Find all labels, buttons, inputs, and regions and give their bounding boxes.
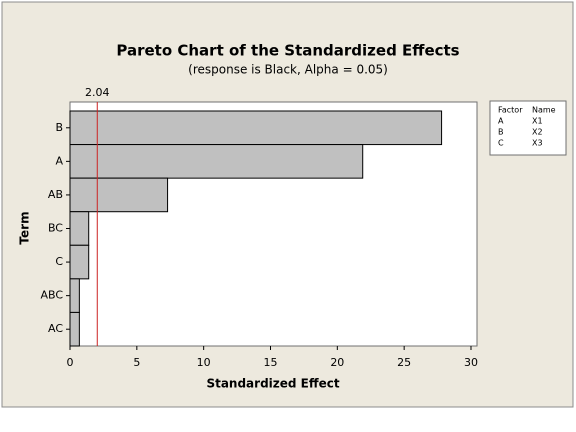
legend-cell: A — [498, 117, 504, 126]
legend-cell: C — [498, 139, 504, 148]
y-tick-label: BC — [48, 222, 63, 235]
y-axis-label: Term — [18, 211, 32, 244]
legend-header: Name — [532, 106, 556, 115]
bar — [69, 278, 80, 313]
x-axis-label: Standardized Effect — [206, 377, 339, 391]
reference-label: 2.04 — [85, 86, 110, 99]
y-tick-label: AC — [48, 322, 63, 335]
y-tick-label: ABC — [40, 289, 63, 302]
x-tick-label: 20 — [330, 356, 344, 369]
bar — [69, 311, 80, 347]
y-tick-label: C — [55, 255, 63, 268]
x-tick-label: 25 — [397, 356, 411, 369]
bar — [69, 244, 90, 280]
legend-cell: B — [498, 128, 504, 137]
bar — [69, 110, 443, 146]
chart-title: Pareto Chart of the Standardized Effects — [116, 42, 459, 60]
x-tick-label: 5 — [133, 356, 140, 369]
x-tick-label: 15 — [263, 356, 277, 369]
chart-subtitle: (response is Black, Alpha = 0.05) — [188, 63, 388, 77]
x-tick-label: 10 — [197, 356, 211, 369]
legend-cell: X1 — [532, 117, 543, 126]
x-tick-label: 0 — [67, 356, 74, 369]
y-tick-label: A — [55, 154, 63, 167]
bar — [69, 177, 169, 213]
y-tick-label: AB — [48, 188, 63, 201]
bar — [69, 211, 90, 246]
x-tick-label: 30 — [464, 356, 478, 369]
y-tick-label: B — [55, 121, 63, 134]
legend-box — [489, 100, 567, 156]
legend-cell: X2 — [532, 128, 543, 137]
bar — [69, 144, 364, 179]
legend-header: Factor — [498, 106, 523, 115]
legend-cell: X3 — [532, 139, 543, 148]
